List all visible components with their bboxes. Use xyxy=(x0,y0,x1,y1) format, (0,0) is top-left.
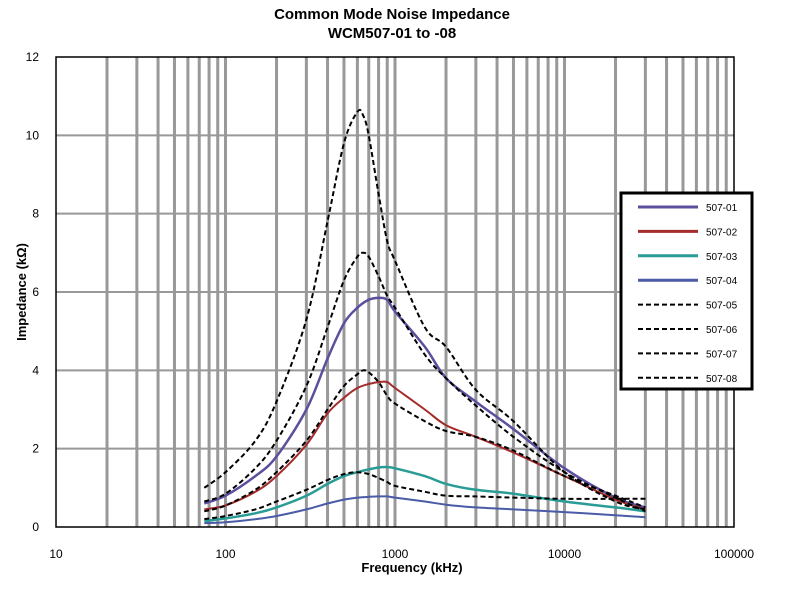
legend-box xyxy=(619,191,754,391)
series-line-507-02 xyxy=(204,380,646,511)
legend-label-507-07: 507-07 xyxy=(706,349,738,360)
legend-label-507-04: 507-04 xyxy=(706,276,738,287)
chart-title: Common Mode Noise Impedance xyxy=(274,6,510,23)
y-tick-label: 10 xyxy=(26,128,40,142)
x-tick-label: 100 xyxy=(215,547,235,561)
series-line-507-08 xyxy=(204,471,646,521)
legend-label-507-02: 507-02 xyxy=(706,227,738,238)
x-axis-label: Frequency (kHz) xyxy=(361,560,462,575)
y-tick-label: 0 xyxy=(32,520,39,534)
series-line-507-04 xyxy=(204,495,646,525)
legend-label-507-03: 507-03 xyxy=(706,252,738,263)
series-line-507-07 xyxy=(204,369,646,513)
y-tick-label: 8 xyxy=(32,207,39,221)
tick-labels: 10 100 1000 10000 100000 0 2 4 6 8 10 12 xyxy=(26,50,755,561)
legend-label-507-01: 507-01 xyxy=(706,203,738,214)
legend: 507-01 507-02 507-03 507-04 507-05 507-06 507-… xyxy=(619,191,754,391)
y-tick-label: 12 xyxy=(26,50,40,64)
legend-label-507-08: 507-08 xyxy=(706,374,738,385)
y-axis-label: Impedance (kΩ) xyxy=(14,243,29,341)
series-line-507-05 xyxy=(203,108,646,511)
series-line-507-03 xyxy=(204,465,646,523)
y-tick-label: 4 xyxy=(32,363,39,377)
x-tick-label: 10 xyxy=(49,547,63,561)
x-tick-label: 1000 xyxy=(382,547,409,561)
y-tick-label: 2 xyxy=(32,442,39,456)
series-layer xyxy=(203,108,646,525)
x-tick-label: 100000 xyxy=(714,547,754,561)
series-line-507-06 xyxy=(203,251,646,513)
y-tick-label: 6 xyxy=(32,285,39,299)
x-tick-label: 10000 xyxy=(548,547,582,561)
chart-subtitle: WCM507-01 to -08 xyxy=(328,25,456,42)
series-line-507-01 xyxy=(203,296,646,509)
legend-label-507-06: 507-06 xyxy=(706,325,738,336)
legend-label-507-05: 507-05 xyxy=(706,301,738,312)
